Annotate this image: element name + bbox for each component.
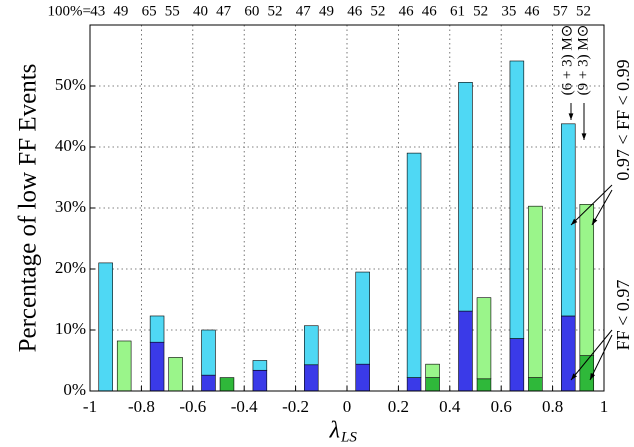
bar-segment-high [579,204,595,356]
total-count: 47 [296,3,312,19]
total-count: 47 [216,3,232,19]
mass-label: (9 + 3) M⊙ [575,25,591,96]
arrow-head [568,113,574,120]
bar-segment-high [425,363,440,378]
arrow-head [571,218,578,225]
total-count: 65 [142,3,157,19]
mass-label: (6 + 3) M⊙ [559,25,575,96]
x-axis-label-sub: LS [340,429,357,445]
bar-segment-high [476,297,492,380]
total-count: 46 [422,3,438,19]
y-tick-label: 10% [55,319,86,338]
total-count: 35 [501,3,516,19]
total-count: 46 [347,3,363,19]
x-tick-label: -1 [83,397,97,416]
y-tick-label: 30% [55,197,86,216]
x-tick-label: 0.4 [439,397,461,416]
bar-segment-high [528,205,543,378]
annotation-arrow [589,334,613,381]
bar-segment-high [149,315,165,343]
bar-segment-high [252,360,268,371]
y-tick-label: 40% [55,136,86,155]
bar-segment-low [561,315,576,392]
annotation-label: 0.97 < FF < 0.99 [613,59,633,180]
bar-segment-high [561,123,576,317]
x-tick-label: -0.4 [231,397,258,416]
totals-label: 100%= [48,3,91,19]
bar-segment-low [219,377,235,392]
x-tick-label: -0.8 [128,397,155,416]
total-count: 49 [319,3,334,19]
bar-segment-high [304,325,319,366]
total-count: 61 [450,3,465,19]
total-count: 49 [113,3,128,19]
bar-segment-low [509,338,525,392]
y-tick-label: 20% [55,258,86,277]
x-tick-label: 0 [343,397,352,416]
x-tick-label: 0.8 [542,397,563,416]
total-count: 52 [576,3,591,19]
x-tick-label: 0.6 [491,397,512,416]
bar-segment-high [355,271,370,365]
bar-segment-low [528,377,543,392]
bar-segment-high [458,82,473,312]
x-axis-label: λ [329,418,340,444]
bar-segment-low [355,363,370,392]
total-count: 52 [268,3,283,19]
annotation-arrow [570,329,613,381]
total-count: 60 [244,3,259,19]
bar-segment-high [168,357,183,392]
annotation-arrow [570,184,613,226]
bar-segment-low [304,364,319,392]
bar-segment-high [98,262,113,392]
total-count: 43 [90,3,105,19]
bar-segment-low [458,310,473,392]
total-count: 52 [370,3,385,19]
bar-segment-low [406,377,422,392]
annotation-arrow [591,189,613,226]
bar-segment-high [201,329,216,376]
total-count: 57 [553,3,569,19]
total-count: 52 [473,3,488,19]
x-tick-label: 0.2 [388,397,409,416]
y-axis-label: Percentage of low FF Events [15,64,42,353]
total-count: 55 [165,3,180,19]
total-count: 40 [193,3,208,19]
bar-segment-low [252,369,268,392]
total-count: 46 [399,3,415,19]
y-tick-label: 0% [63,380,86,399]
bar-segment-high [406,152,422,378]
arrow-head [592,218,598,225]
annotation-label: FF < 0.97 [613,280,633,351]
x-tick-label: 1 [600,397,609,416]
total-count: 46 [525,3,541,19]
plot-frame [89,24,605,392]
bar-segment-low [201,374,216,392]
arrow-head [590,373,596,380]
arrow-head [571,373,578,380]
arrow-head [581,133,587,140]
y-tick-label: 50% [55,75,86,94]
bar-segment-high [116,340,132,392]
bar-segment-low [425,377,440,392]
x-tick-label: -0.6 [179,397,206,416]
bar-segment-low [149,341,165,392]
bar-segment-low [476,378,492,392]
bar-segment-high [509,60,525,339]
x-tick-label: -0.2 [282,397,309,416]
